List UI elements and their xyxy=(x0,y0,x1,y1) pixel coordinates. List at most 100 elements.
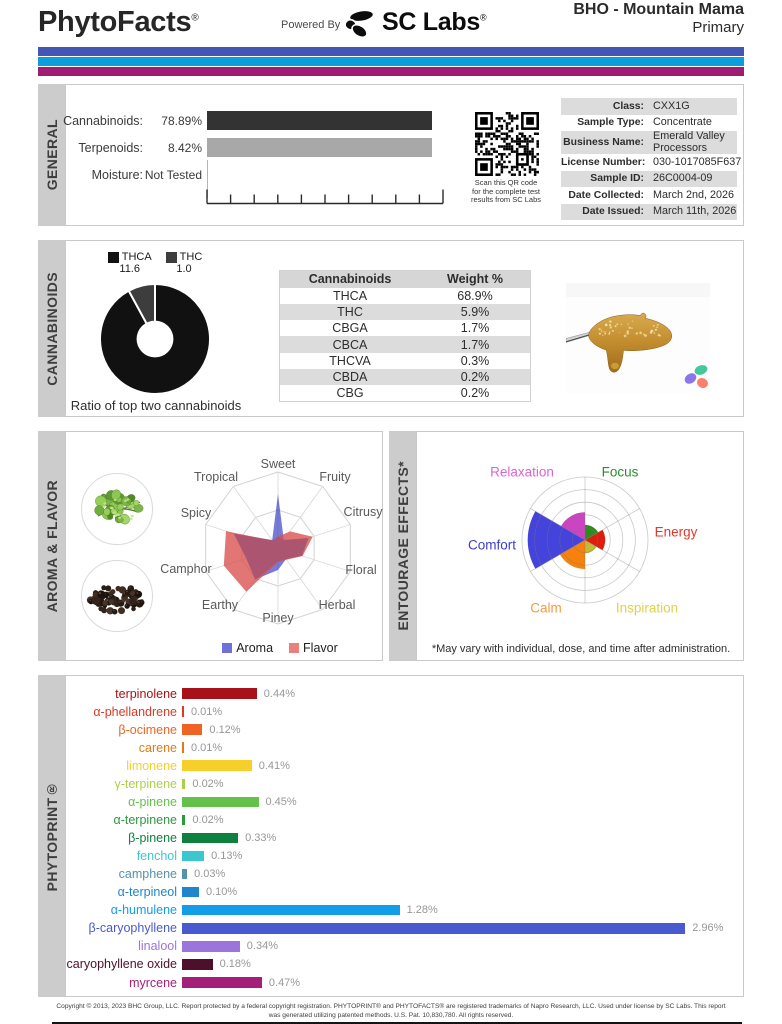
terpene-row: α-terpinene 0.02% xyxy=(0,811,744,829)
cannabinoid-table-header-row: Cannabinoids Weight % xyxy=(279,270,531,288)
info-label: License Number: xyxy=(561,156,646,168)
cannabinoid-cell: 0.3% xyxy=(460,353,490,368)
brand-text: PhytoFacts xyxy=(38,6,192,38)
info-label: Sample Type: xyxy=(577,117,644,128)
terpene-value: 0.02% xyxy=(192,813,224,826)
terpene-bar xyxy=(182,904,400,916)
terpene-bar xyxy=(182,886,199,898)
cannabinoid-row: CBDA 0.2% xyxy=(279,368,531,386)
cannabinoid-cell: 1.7% xyxy=(460,321,490,336)
terpene-value: 0.41% xyxy=(258,759,290,772)
sample-info-table: Class: CXX1G Sample Type: Concentrate Busine… xyxy=(561,98,741,220)
general-axis-line xyxy=(207,160,208,198)
qr-code xyxy=(475,112,539,176)
radar-legend-name: Aroma xyxy=(236,641,274,655)
info-row: Sample ID: 26C0004-09 xyxy=(561,170,737,187)
terpene-row: limonene 0.41% xyxy=(0,757,744,775)
legend-swatch xyxy=(222,643,233,653)
terpene-row: terpinolene 0.44% xyxy=(0,685,744,703)
section-panel-general xyxy=(65,84,744,226)
terpene-bar xyxy=(182,977,262,988)
info-label: Class: xyxy=(612,100,644,112)
terpene-bar xyxy=(182,941,240,952)
terpene-value: 0.33% xyxy=(245,832,277,844)
cannabinoid-table: Cannabinoids Weight % THCA 68.9% THC 5.9% CBGA… xyxy=(279,270,531,403)
general-summary-label: Moisture: xyxy=(91,168,143,182)
entourage-footnote: *May vary with individual, dose, and tim… xyxy=(431,643,731,655)
donut-legend: THCA 11.6 THC 1.0 xyxy=(100,251,210,275)
qr-caption: Scan this QR code for the complete test re… xyxy=(462,178,550,205)
qr-caption-line: Scan this QR code xyxy=(474,178,538,187)
terpene-value: 1.28% xyxy=(406,904,438,917)
cannabinoid-cell: 68.9% xyxy=(457,288,493,303)
cannabinoid-cell: CBGA xyxy=(332,321,368,336)
donut-legend-value: 1.0 xyxy=(176,263,192,275)
general-summary-value: 8.42% xyxy=(167,141,202,155)
cannabinoid-cell: THCVA xyxy=(329,353,371,368)
info-label: Date Issued: xyxy=(582,206,644,217)
radar-legend-name: Flavor xyxy=(303,641,338,655)
info-value: March 11th, 2026 xyxy=(653,205,737,217)
cannabinoid-row: CBCA 1.7% xyxy=(279,336,531,353)
accent-stripe-magenta xyxy=(38,67,744,76)
radar-axis-label: Fruity xyxy=(319,470,351,484)
info-row: Class: CXX1G xyxy=(561,98,737,115)
terpene-value: 0.02% xyxy=(192,777,224,790)
donut-legend-top: THCA xyxy=(107,251,152,263)
terpene-row: β-pinene 0.33% xyxy=(0,829,744,847)
terpene-name: β-caryophyllene xyxy=(88,921,177,936)
cannabinoid-row: CBGA 1.7% xyxy=(280,320,531,336)
footer-line-1: Copyright © 2013, 2023 BHC Group, LLC. R… xyxy=(56,1003,726,1010)
cannabinoid-table-header: Weight % xyxy=(420,270,531,288)
terpene-value: 0.03% xyxy=(194,868,226,881)
donut-legend-value: 11.6 xyxy=(119,263,140,275)
entourage-label-energy: Energy xyxy=(654,524,698,540)
section-tab-aroma-flavor-label: AROMA & FLAVOR xyxy=(43,479,60,613)
info-label: Business Name: xyxy=(563,136,644,148)
cannabinoid-row: THC 5.9% xyxy=(279,303,531,321)
cannabinoid-cell: THCA xyxy=(333,288,368,303)
terpene-value: 0.47% xyxy=(268,976,301,989)
cannabinoid-row: CBG 0.2% xyxy=(280,385,531,401)
sample-variant: Primary xyxy=(692,19,744,36)
bottom-divider-bar xyxy=(52,1022,742,1024)
info-value: Concentrate xyxy=(653,116,712,128)
sample-title: BHO - Mountain Mama Primary xyxy=(573,0,744,37)
radar-axis-label: Herbal xyxy=(318,598,356,612)
terpene-value: 0.45% xyxy=(265,795,297,808)
entourage-label-focus: Focus xyxy=(601,464,639,480)
entourage-label-comfort: Comfort xyxy=(467,537,517,553)
info-row: Date Issued: March 11th, 2026 xyxy=(561,203,737,220)
section-tab-entourage: ENTOURAGE EFFECTS* xyxy=(389,431,416,661)
cannabinoid-row: THCVA 0.3% xyxy=(280,353,531,369)
section-tab-phytoprint: PHYTOPRINT® xyxy=(38,675,65,997)
general-ruler xyxy=(206,189,444,205)
cannabinoid-cell: 0.2% xyxy=(420,368,531,386)
terpene-bar xyxy=(182,959,213,970)
entourage-label-calm: Calm xyxy=(530,600,562,616)
general-summary-label: Cannabinoids: xyxy=(63,114,143,128)
radar-legend-item: Aroma xyxy=(222,641,273,655)
terpene-name: terpinolene xyxy=(115,686,177,701)
terpene-value: 0.13% xyxy=(211,850,243,862)
entourage-label-relaxation: Relaxation xyxy=(490,464,554,480)
sclabs-text: SC Labs xyxy=(382,8,480,36)
terpene-bar xyxy=(182,868,188,880)
terpene-name: linalool xyxy=(138,939,177,954)
donut-legend-item: THCA 11.6 xyxy=(107,251,152,275)
info-value: Emerald Valley Processors xyxy=(653,130,725,154)
legend-swatch xyxy=(107,251,119,263)
terpene-row: caryophyllene oxide 0.18% xyxy=(0,955,744,973)
terpene-name: β-ocimene xyxy=(118,722,177,737)
terpene-row: α-humulene 1.28% xyxy=(0,901,744,919)
terpene-name: fenchol xyxy=(136,849,177,863)
terpene-bar xyxy=(182,923,686,934)
terpene-row: fenchol 0.13% xyxy=(0,847,744,865)
info-row: License Number: 030-1017085F637 xyxy=(561,154,741,171)
info-label: Sample ID: xyxy=(590,173,644,184)
general-summary-value: 78.89% xyxy=(161,114,202,128)
accent-stripe-blue xyxy=(38,47,744,56)
aroma-flavor-radar-chart xyxy=(205,471,351,625)
radar-axis-label: Citrusy xyxy=(343,505,383,519)
